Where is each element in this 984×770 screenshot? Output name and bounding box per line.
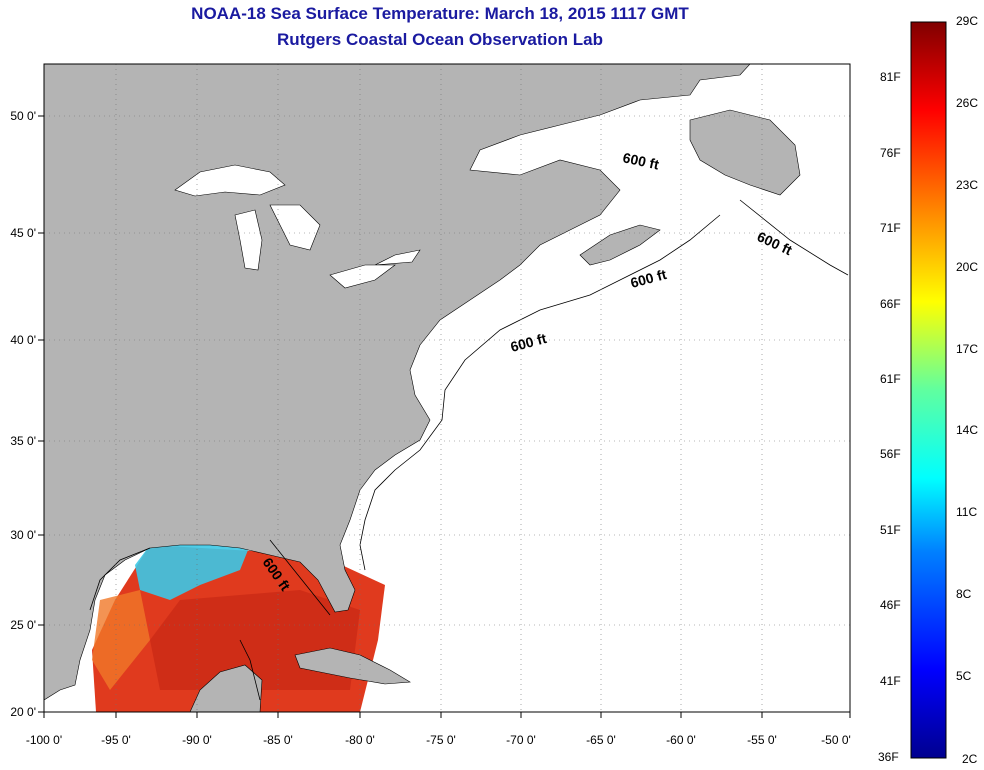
- lon-label: -65 0': [586, 733, 616, 747]
- lat-label: 20 0': [10, 705, 36, 719]
- contour-600ft: [89, 199, 849, 701]
- lon-label: -50 0': [821, 733, 851, 747]
- land-north-america: [44, 64, 751, 701]
- land-nova-scotia: [579, 224, 661, 266]
- sst-swath-cool-edge: [135, 545, 250, 600]
- colorbar-fahrenheit-label: 76F: [880, 146, 901, 160]
- map-title: NOAA-18 Sea Surface Temperature: March 1…: [191, 4, 689, 23]
- lat-ticks: [38, 115, 44, 713]
- colorbar-fahrenheit-label: 56F: [880, 447, 901, 461]
- colorbar-fahrenheit-label: 71F: [880, 221, 901, 235]
- colorbar-fahrenheit-label: 41F: [880, 674, 901, 688]
- lon-label: -100 0': [26, 733, 62, 747]
- lon-label: -60 0': [666, 733, 696, 747]
- colorbar-fahrenheit-label: 61F: [880, 372, 901, 386]
- colorbar-celsius-label: 23C: [956, 178, 979, 192]
- lat-label: 25 0': [10, 618, 36, 632]
- lat-label: 35 0': [10, 434, 36, 448]
- lon-label: -75 0': [426, 733, 456, 747]
- lat-label: 50 0': [10, 109, 36, 123]
- lon-label: -85 0': [263, 733, 293, 747]
- colorbar-celsius-label: 29C: [956, 14, 979, 28]
- colorbar-fahrenheit-label: 66F: [880, 297, 901, 311]
- lon-label: -90 0': [182, 733, 212, 747]
- colorbar-celsius-label: 8C: [956, 587, 972, 601]
- colorbar-fahrenheit-label: 36F: [878, 750, 899, 764]
- colorbar-celsius-label: 20C: [956, 260, 979, 274]
- sst-swath-midtemp: [92, 590, 150, 690]
- colorbar-fahrenheit-label: 51F: [880, 523, 901, 537]
- lon-label: -95 0': [101, 733, 131, 747]
- colorbar-celsius-label: 26C: [956, 96, 979, 110]
- colorbar-celsius-label: 17C: [956, 342, 979, 356]
- map-subtitle: Rutgers Coastal Ocean Observation Lab: [277, 30, 603, 49]
- land-yucatan: [189, 664, 263, 712]
- colorbar-celsius-label: 5C: [956, 669, 972, 683]
- plot-frame: [43, 63, 851, 713]
- colorbar: [910, 21, 947, 759]
- colorbar-celsius-label: 11C: [956, 505, 978, 519]
- colorbar-fahrenheit-label: 81F: [880, 70, 901, 84]
- lat-label: 40 0': [10, 333, 36, 347]
- lat-label: 45 0': [10, 226, 36, 240]
- colorbar-celsius-label: 14C: [956, 423, 979, 437]
- colorbar-fahrenheit-label: 46F: [880, 598, 901, 612]
- grid-lines: [44, 64, 850, 712]
- lon-ticks: [43, 712, 851, 718]
- lon-label: -70 0': [506, 733, 536, 747]
- contour-label: 600 ft: [621, 149, 660, 172]
- lon-label: -80 0': [345, 733, 375, 747]
- lat-label: 30 0': [10, 528, 36, 542]
- land-newfoundland: [689, 109, 801, 196]
- land-cuba: [294, 647, 411, 685]
- colorbar-celsius-label: 2C: [962, 752, 978, 766]
- lon-label: -55 0': [747, 733, 777, 747]
- great-lakes: [174, 164, 421, 289]
